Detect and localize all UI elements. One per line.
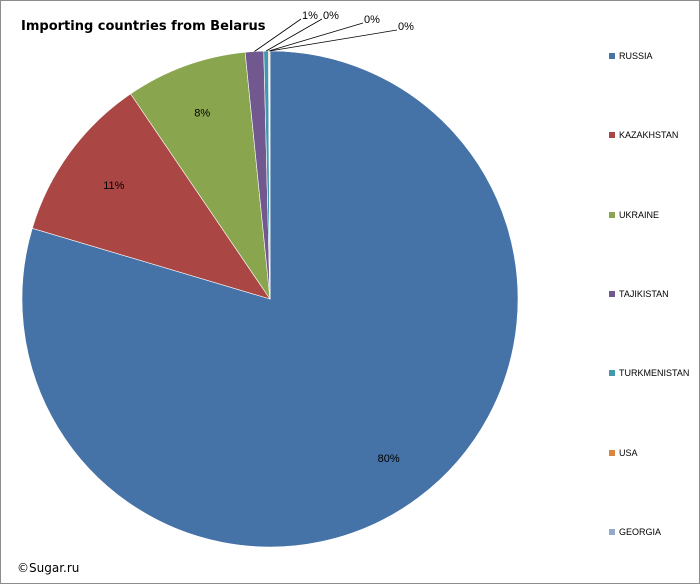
leader-line-tajikistan bbox=[254, 18, 302, 52]
legend-label: TURKMENISTAN bbox=[619, 368, 690, 379]
legend-swatch bbox=[609, 132, 615, 139]
chart-title: Importing countries from Belarus bbox=[21, 19, 266, 34]
pie-slice-kazakhstan bbox=[31, 93, 271, 300]
credit-text: ©Sugar.ru bbox=[17, 561, 80, 575]
legend-item-usa: USA bbox=[609, 448, 638, 458]
legend-swatch bbox=[609, 449, 615, 456]
legend-swatch bbox=[609, 290, 615, 297]
legend-item-georgia: GEORGIA bbox=[609, 527, 661, 537]
pie-slice-ukraine bbox=[130, 51, 271, 300]
legend-item-russia: RUSSIA bbox=[609, 51, 653, 61]
legend-label: USA bbox=[619, 447, 638, 458]
slice-label-kazakhstan: 11% bbox=[103, 180, 124, 192]
legend-label: TAJIKISTAN bbox=[619, 288, 669, 299]
leader-line-turkmenistan bbox=[265, 18, 323, 52]
legend-label: UKRAINE bbox=[619, 209, 660, 220]
legend-item-tajikistan: TAJIKISTAN bbox=[609, 289, 669, 299]
legend-label: RUSSIA bbox=[619, 51, 653, 61]
legend-swatch bbox=[609, 53, 615, 59]
slice-label-tajikistan: 1% bbox=[302, 10, 318, 22]
slice-label-turkmenistan: 0% bbox=[323, 10, 339, 22]
slice-label-georgia: 0% bbox=[398, 21, 414, 33]
legend-swatch bbox=[609, 211, 615, 218]
slice-label-russia: 80% bbox=[378, 453, 400, 465]
legend-label: KAZAKHSTAN bbox=[619, 130, 679, 141]
legend-swatch bbox=[609, 370, 615, 377]
legend-item-kazakhstan: KAZAKHSTAN bbox=[609, 130, 678, 140]
legend-item-turkmenistan: TURKMENISTAN bbox=[609, 368, 689, 378]
legend-swatch bbox=[609, 528, 615, 535]
slice-label-usa: 0% bbox=[364, 14, 380, 26]
leader-line-usa bbox=[268, 22, 364, 52]
legend-item-ukraine: UKRAINE bbox=[609, 210, 659, 220]
legend-label: GEORGIA bbox=[619, 526, 662, 537]
chart-legend: RUSSIA KAZAKHSTAN UKRAINE TAJIKISTAN TURKMEN… bbox=[609, 1, 699, 585]
leader-line-georgia bbox=[269, 29, 398, 52]
slice-label-ukraine: 8% bbox=[194, 108, 210, 120]
